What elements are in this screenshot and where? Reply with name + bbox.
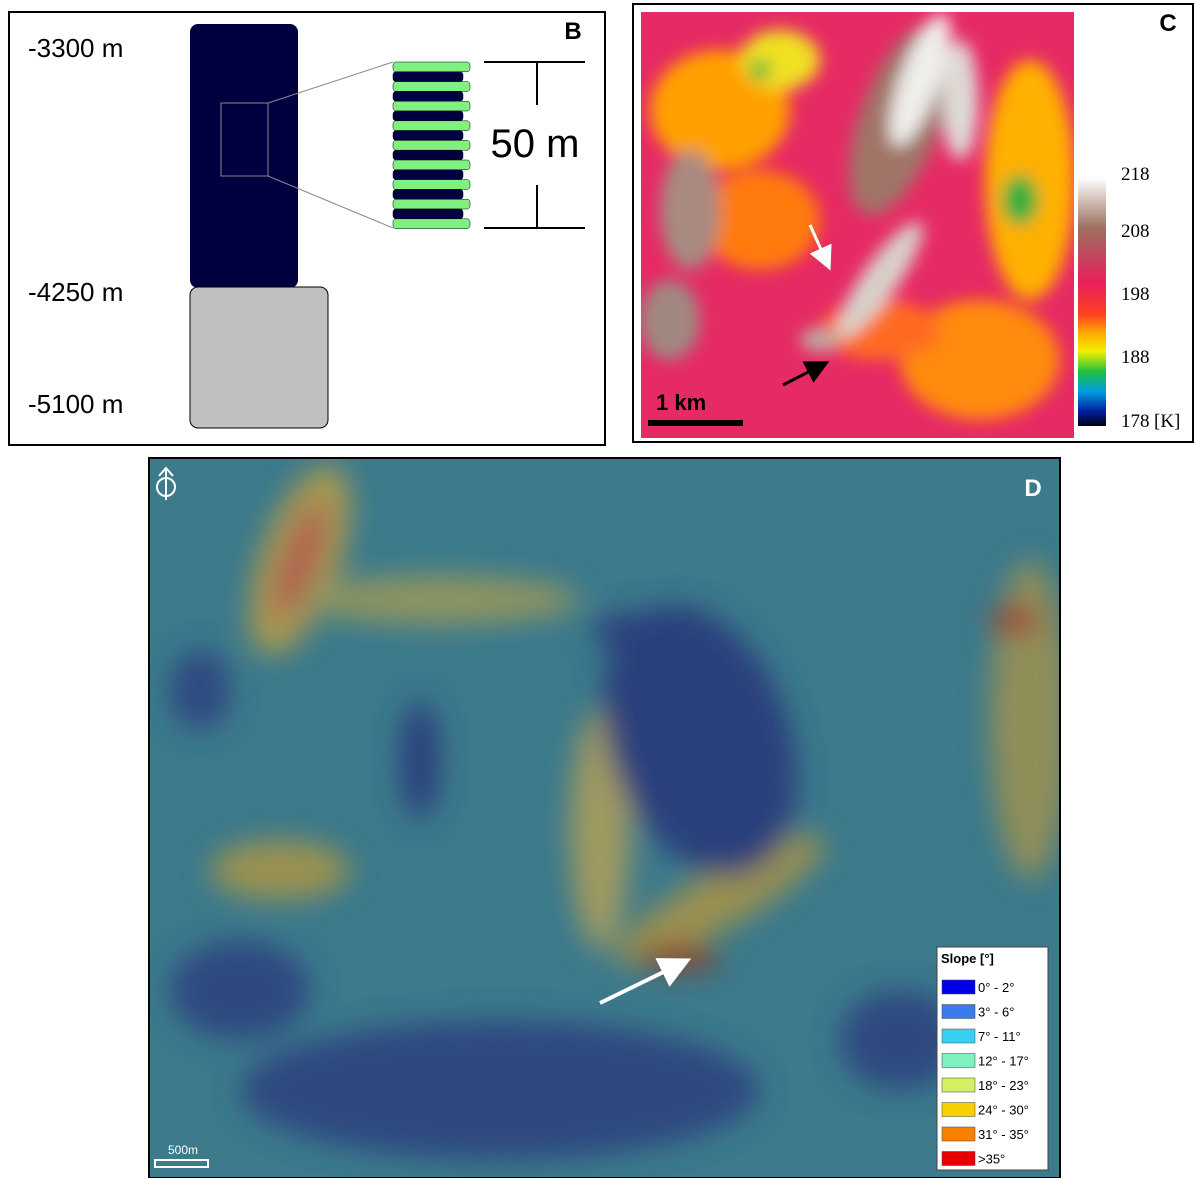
- scale-label: 50 m: [491, 122, 580, 166]
- green-layer: [393, 160, 470, 170]
- panel-c: 1 km 218 208 198 188 178[K] C: [633, 4, 1193, 442]
- dark-layer: [393, 131, 463, 141]
- slope-map: [150, 452, 1070, 1178]
- panel-label: B: [564, 18, 581, 45]
- legend-label: >35°: [978, 1152, 1005, 1167]
- colorbar-unit: [K]: [1154, 411, 1180, 432]
- figure: 50 m B -3300 m -4250 m -5100 m: [0, 0, 1194, 1178]
- green-layer: [393, 199, 470, 209]
- legend-label: 31° - 35°: [978, 1127, 1029, 1142]
- legend-swatch: [942, 980, 975, 994]
- dark-layer: [190, 24, 298, 288]
- dark-layer: [393, 209, 463, 219]
- legend-swatch: [942, 1005, 975, 1019]
- depth-label: -5100 m: [28, 389, 123, 419]
- legend-label: 18° - 23°: [978, 1078, 1029, 1093]
- legend-swatch: [942, 1127, 975, 1141]
- legend-label: 24° - 30°: [978, 1103, 1029, 1118]
- colorbar-label: 198: [1121, 284, 1150, 305]
- panel-d: D 500m Slope [°] 0° - 2° 3° - 6° 7° - 11° 1…: [149, 452, 1070, 1178]
- legend-swatch: [942, 1054, 975, 1068]
- colorbar: [1078, 178, 1106, 426]
- legend-label: 12° - 17°: [978, 1054, 1029, 1069]
- grey-layer: [190, 287, 328, 428]
- legend-label: 3° - 6°: [978, 1005, 1014, 1020]
- green-layer: [393, 180, 470, 190]
- panel-b: 50 m B -3300 m -4250 m -5100 m: [9, 12, 605, 445]
- depth-label: -3300 m: [28, 33, 123, 63]
- dark-layer: [393, 111, 463, 121]
- green-layer: [393, 62, 470, 72]
- green-layer: [393, 101, 470, 111]
- dark-layer: [393, 91, 463, 101]
- legend-swatch: [942, 1103, 975, 1117]
- dark-layer: [393, 189, 463, 199]
- depth-label: -4250 m: [28, 277, 123, 307]
- dark-layer: [393, 170, 463, 180]
- colorbar-label: 218: [1121, 164, 1150, 185]
- legend-label: 7° - 11°: [978, 1029, 1021, 1044]
- panel-label: C: [1159, 10, 1176, 37]
- green-layer: [393, 140, 470, 150]
- dark-layer: [393, 72, 463, 82]
- legend-swatch: [942, 1029, 975, 1043]
- legend-swatch: [942, 1152, 975, 1166]
- scale-bar: [648, 420, 743, 426]
- scale-label: 500m: [168, 1143, 198, 1157]
- legend-swatch: [942, 1078, 975, 1092]
- thermal-map: [640, 7, 1075, 438]
- colorbar-label: 208: [1121, 221, 1150, 242]
- layer-stack: [393, 62, 470, 229]
- legend-title: Slope [°]: [941, 951, 994, 966]
- scale-label: 1 km: [656, 390, 706, 415]
- legend-label: 0° - 2°: [978, 980, 1014, 995]
- green-layer: [393, 82, 470, 92]
- legend: Slope [°] 0° - 2° 3° - 6° 7° - 11° 12° - 17…: [937, 947, 1048, 1170]
- green-layer: [393, 121, 470, 131]
- colorbar-label: 178: [1121, 411, 1150, 432]
- dark-layer: [393, 150, 463, 160]
- panel-label: D: [1024, 475, 1041, 502]
- colorbar-label: 188: [1121, 347, 1150, 368]
- green-layer: [393, 219, 470, 229]
